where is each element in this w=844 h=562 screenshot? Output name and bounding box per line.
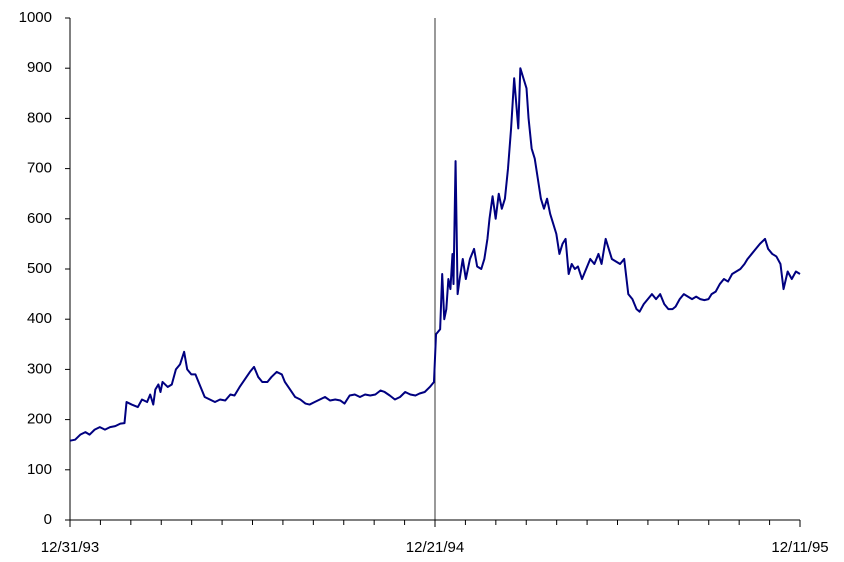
y-tick-label: 700 [27,160,52,177]
y-tick-label: 200 [27,411,52,428]
y-tick-label: 400 [27,310,52,327]
y-tick-label: 500 [27,260,52,277]
data-line [69,67,801,442]
x-tick-label: 12/21/94 [406,539,464,556]
y-tick-label: 0 [44,511,52,528]
y-tick-label: 800 [27,109,52,126]
y-tick-label: 100 [27,461,52,478]
y-tick-label: 1000 [19,9,52,26]
x-tick-label: 12/11/95 [771,539,828,556]
y-tick-label: 900 [27,59,52,76]
y-tick-label: 600 [27,210,52,227]
y-tick-label: 300 [27,360,52,377]
x-tick-label: 12/31/93 [41,539,99,556]
